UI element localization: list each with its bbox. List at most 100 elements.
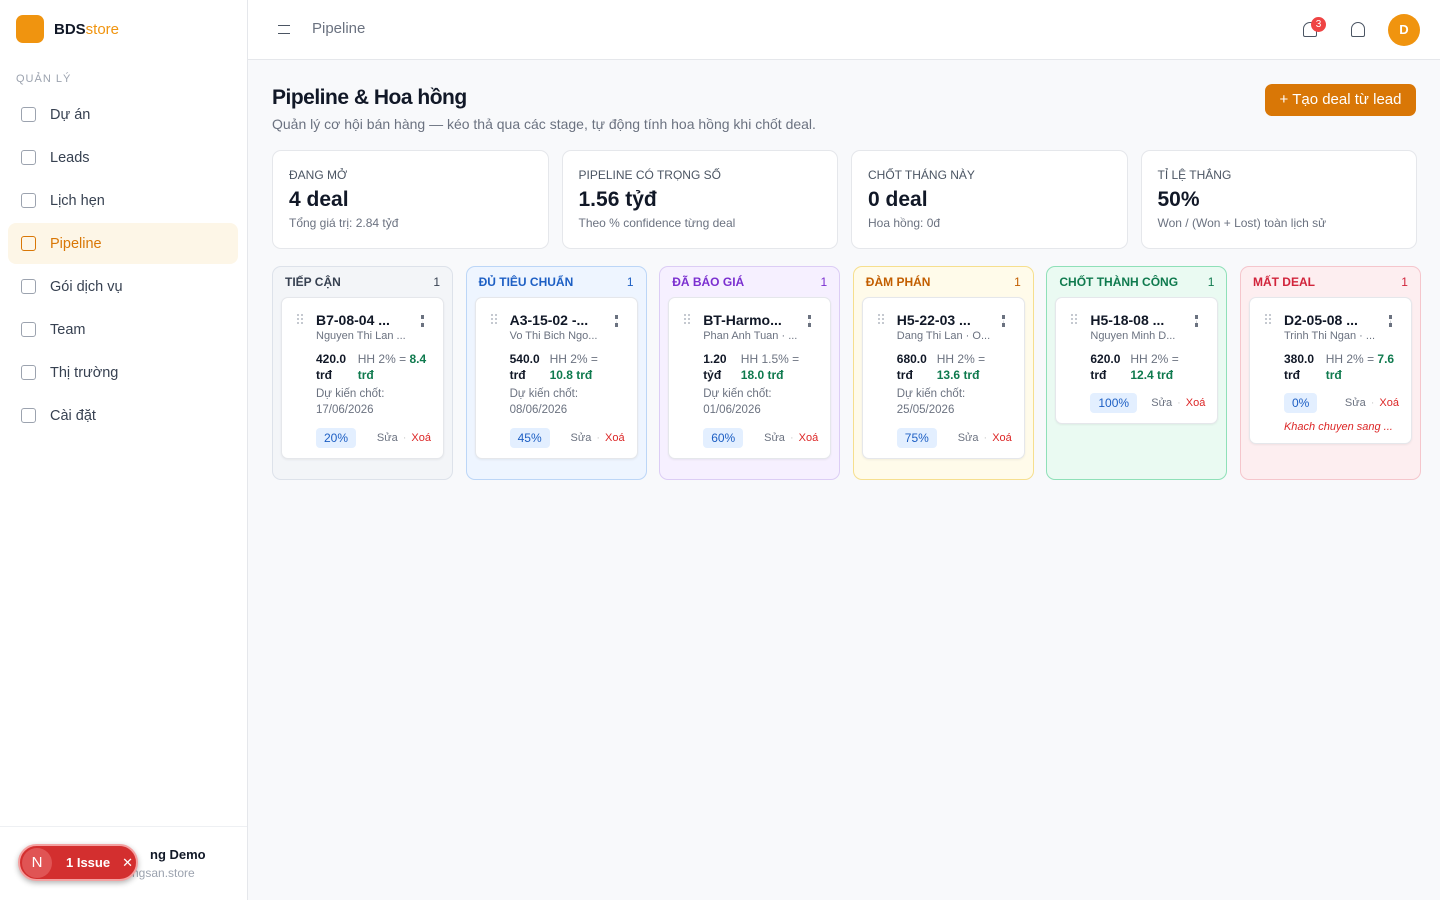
issue-letter: N bbox=[22, 847, 52, 878]
edit-link[interactable]: Sửa bbox=[1344, 397, 1366, 409]
avatar[interactable]: D bbox=[1388, 14, 1420, 46]
delete-link[interactable]: Xoá bbox=[1185, 397, 1206, 409]
stage-header: ĐÃ BÁO GIÁ 1 bbox=[668, 275, 831, 289]
edit-link[interactable]: Sửa bbox=[1151, 397, 1173, 409]
nav-icon bbox=[21, 279, 36, 294]
stat-value: 50% bbox=[1157, 188, 1200, 211]
edit-link[interactable]: Sửa bbox=[376, 432, 398, 444]
nav-item[interactable]: Team bbox=[8, 309, 238, 350]
commission-value: 10.8 trđ bbox=[549, 368, 593, 382]
drag-handle[interactable] bbox=[684, 314, 691, 324]
edit-link[interactable]: Sửa bbox=[570, 432, 592, 444]
deal-card[interactable]: H5-18-08 ... Nguyen Minh D... 620.0 trđ HH … bbox=[1055, 297, 1219, 424]
nav-icon bbox=[21, 236, 36, 251]
delete-link[interactable]: Xoá bbox=[798, 432, 819, 444]
card-menu[interactable] bbox=[1195, 315, 1199, 327]
deal-card[interactable]: B7-08-04 ... Nguyen Thi Lan ... 420.0 trđ H… bbox=[281, 297, 444, 459]
date-label: Dự kiến chốt: bbox=[509, 388, 579, 400]
stage-name: ĐỦ TIÊU CHUẨN bbox=[478, 275, 574, 289]
create-deal-button[interactable]: + Tạo deal từ lead bbox=[1265, 84, 1416, 116]
nav-icon bbox=[21, 322, 36, 337]
bell[interactable] bbox=[1351, 22, 1365, 37]
deal-values: 620.0 trđ HH 2% = 12.4 trđ bbox=[1090, 351, 1205, 383]
delete-link[interactable]: Xoá bbox=[1379, 397, 1399, 409]
menu-toggle[interactable] bbox=[278, 25, 290, 34]
deal-card[interactable]: BT-Harmo... Phan Anh Tuan · ... 1.20 tỷđ HH… bbox=[668, 297, 832, 459]
separator: · bbox=[596, 432, 601, 444]
deal-card[interactable]: H5-22-03 ... Dang Thi Lan · O... 680.0 trđ… bbox=[861, 297, 1025, 459]
date-label: Dự kiến chốt: bbox=[316, 388, 385, 400]
stage-name: TIẾP CẬN bbox=[285, 275, 341, 289]
separator: · bbox=[983, 432, 988, 444]
deal-amount: 420.0 trđ bbox=[316, 352, 347, 382]
nav-item[interactable]: Pipeline bbox=[8, 223, 238, 264]
card-menu[interactable] bbox=[614, 315, 618, 327]
deal-amount: 540.0 trđ bbox=[509, 352, 540, 382]
card-menu[interactable] bbox=[421, 315, 424, 327]
deal-card[interactable]: D2-05-08 ... Trinh Thi Ngan · ... 380.0 tr… bbox=[1248, 297, 1412, 444]
card-menu[interactable] bbox=[1001, 315, 1005, 327]
delete-link[interactable]: Xoá bbox=[992, 432, 1012, 444]
card-footer: 20% Sửa · Xoá bbox=[316, 428, 431, 448]
lost-note: Khach chuyen sang ... bbox=[1283, 421, 1393, 433]
stat-note: Hoa hồng: 0đ bbox=[868, 216, 941, 230]
nav-icon bbox=[21, 193, 36, 208]
deal-subtitle: Vo Thi Bich Ngo... bbox=[509, 330, 598, 342]
drag-handle[interactable] bbox=[297, 314, 303, 324]
date-value: 08/06/2026 bbox=[509, 404, 568, 416]
stage-column: ĐÀM PHÁN 1 H5-22-03 ... Dang Thi Lan · O...… bbox=[852, 266, 1034, 480]
stat-label: ĐANG MỞ bbox=[289, 168, 348, 182]
expected-close: Dự kiến chốt: 01/06/2026 bbox=[703, 386, 818, 418]
nav-item[interactable]: Leads bbox=[8, 137, 238, 178]
card-menu[interactable] bbox=[1388, 315, 1392, 327]
deal-subtitle: Trinh Thi Ngan · ... bbox=[1283, 330, 1376, 342]
brand-light: store bbox=[85, 20, 120, 38]
issue-label: 1 Issue bbox=[66, 855, 111, 870]
nav-icon bbox=[21, 365, 36, 380]
nav-item[interactable]: Cài đặt bbox=[8, 395, 238, 436]
drag-handle[interactable] bbox=[1071, 314, 1078, 324]
issue-badge[interactable]: N 1 Issue ✕ bbox=[18, 844, 138, 881]
brand-name: BDSstore bbox=[54, 21, 119, 38]
user: ng Demo ngsan.store bbox=[0, 826, 247, 900]
nav: Dự án Leads Lịch hẹn Pipeline Gói dịch vụ Tea… bbox=[8, 94, 238, 438]
drag-handle[interactable] bbox=[1264, 314, 1271, 324]
deal-title: B7-08-04 ... bbox=[316, 312, 390, 328]
stat-card: CHỐT THÁNG NÀY 0 deal Hoa hồng: 0đ bbox=[851, 150, 1128, 249]
edit-link[interactable]: Sửa bbox=[957, 432, 979, 444]
deal-card[interactable]: A3-15-02 -... Vo Thi Bich Ngo... 540.0 trđ… bbox=[474, 297, 638, 459]
commission: HH 2% = 7.6 trđ bbox=[1326, 351, 1399, 383]
separator: · bbox=[1177, 397, 1181, 409]
stage-name: ĐÀM PHÁN bbox=[865, 275, 931, 289]
deal-title: H5-18-08 ... bbox=[1090, 312, 1165, 328]
stage-column: ĐÃ BÁO GIÁ 1 BT-Harmo... Phan Anh Tuan · ..… bbox=[659, 266, 841, 480]
deal-subtitle: Phan Anh Tuan · ... bbox=[703, 330, 798, 342]
edit-link[interactable]: Sửa bbox=[764, 432, 785, 444]
stat-card: TỈ LỆ THẮNG 50% Won / (Won + Lost) toàn lị… bbox=[1140, 150, 1417, 249]
stat-card: PIPELINE CÓ TRỌNG SỐ 1.56 tỷđ Theo % confi… bbox=[561, 150, 838, 249]
commission-value: 8.4 trđ bbox=[357, 352, 427, 382]
commission-label: HH 2% = bbox=[1325, 352, 1375, 366]
brand[interactable]: BDSstore bbox=[16, 15, 119, 43]
nav-item[interactable]: Thị trường bbox=[8, 352, 238, 393]
deal-subtitle: Nguyen Thi Lan ... bbox=[316, 330, 406, 342]
drag-handle[interactable] bbox=[490, 314, 497, 324]
close-icon[interactable]: ✕ bbox=[122, 854, 133, 870]
stage-header: ĐỦ TIÊU CHUẨN 1 bbox=[475, 275, 638, 289]
commission-value: 7.6 trđ bbox=[1325, 352, 1395, 382]
card-menu[interactable] bbox=[808, 315, 812, 327]
nav-item[interactable]: Gói dịch vụ bbox=[8, 266, 238, 307]
delete-link[interactable]: Xoá bbox=[411, 432, 431, 444]
date-label: Dự kiến chốt: bbox=[896, 388, 966, 400]
nav-item[interactable]: Lịch hẹn bbox=[8, 180, 238, 221]
delete-link[interactable]: Xoá bbox=[605, 432, 625, 444]
confidence: 60% bbox=[703, 428, 744, 448]
nav-icon bbox=[21, 408, 36, 423]
deal-values: 680.0 trđ HH 2% = 13.6 trđ bbox=[897, 351, 1012, 383]
page-title: Pipeline & Hoa hồng bbox=[272, 86, 467, 109]
drag-handle[interactable] bbox=[877, 314, 884, 324]
nav-item[interactable]: Dự án bbox=[8, 94, 238, 135]
stage-header: MẤT DEAL 1 bbox=[1249, 275, 1412, 289]
stage-count: 1 bbox=[820, 275, 828, 289]
